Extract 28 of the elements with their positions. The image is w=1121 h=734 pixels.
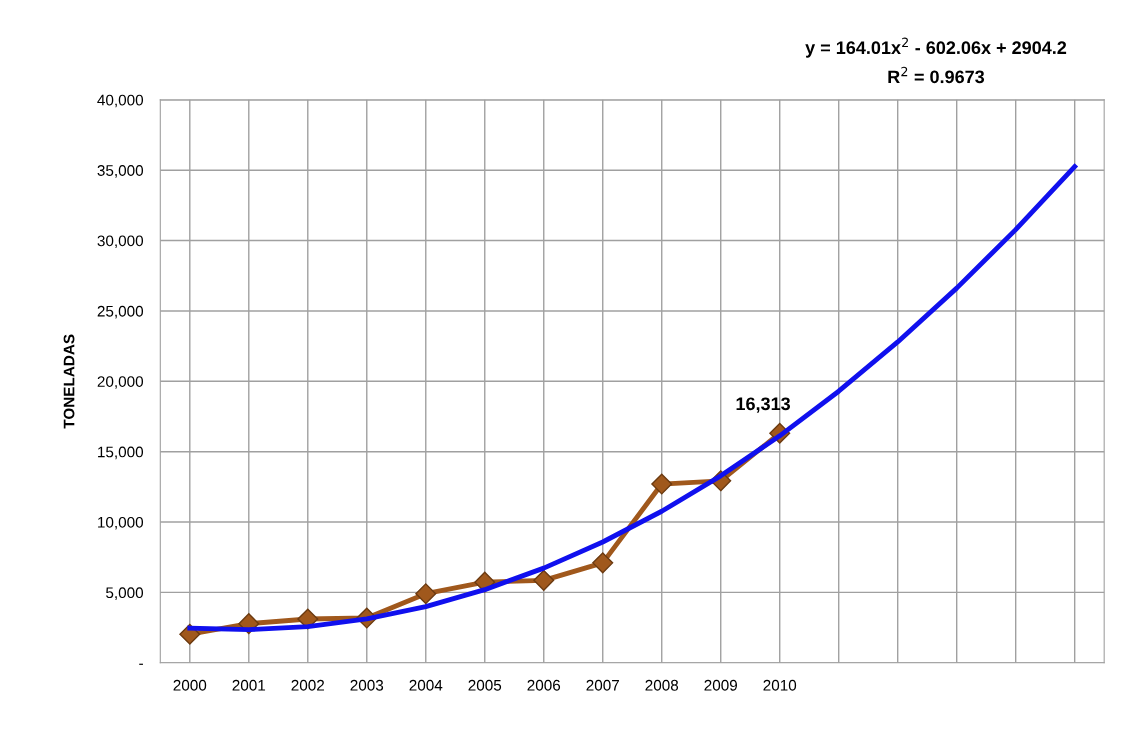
y-tick-label: 25,000 — [97, 305, 144, 319]
x-tick-label: 2008 — [645, 679, 679, 691]
text: R$^{2}$ = 0.9673 — [888, 66, 985, 84]
y-tick-label: 35,000 — [97, 165, 144, 178]
x-tick-label: 2000 — [173, 679, 207, 691]
y-axis-title: TONELADAS — [63, 334, 75, 429]
x-tick-label: 2009 — [704, 679, 737, 691]
x-tick-label: 2003 — [350, 679, 384, 691]
y-tick-label: 30,000 — [97, 235, 144, 249]
point — [415, 583, 437, 605]
point — [533, 569, 555, 591]
x-tick-label: 2007 — [586, 679, 619, 691]
y-tick-label: 5,000 — [106, 587, 144, 600]
point — [592, 552, 614, 574]
y-tick-label: 40,000 — [97, 94, 144, 108]
x-tick-label: 2004 — [409, 679, 443, 691]
y-tick-label: 10,000 — [98, 516, 144, 530]
x-tick-label: 2002 — [291, 679, 325, 691]
x-tick-label: 2001 — [232, 679, 266, 691]
y-tick-label: 15,000 — [98, 446, 144, 460]
point — [651, 473, 673, 495]
x-tick-label: 2010 — [763, 679, 797, 691]
y-tick-label: 20,000 — [97, 376, 144, 389]
x-tick-label: 2005 — [468, 679, 502, 691]
text: y = 164.01x$^{2}$ - 602.06x + 2904.2 — [805, 37, 1067, 58]
x-tick-label: 2006 — [527, 679, 561, 691]
data-label: 16,313 — [736, 397, 791, 413]
y-tick-label: - — [139, 663, 143, 665]
